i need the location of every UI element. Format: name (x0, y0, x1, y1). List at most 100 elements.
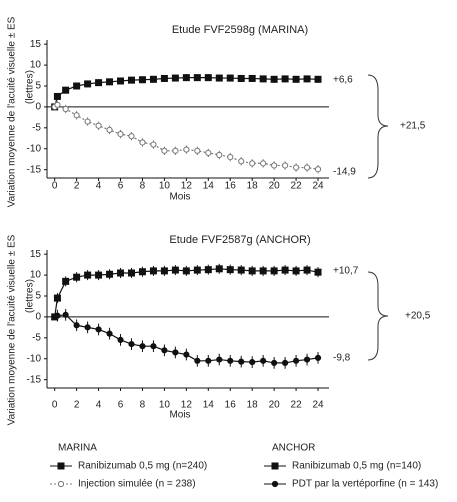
marker (226, 74, 234, 82)
marker (303, 356, 311, 363)
marker (106, 330, 113, 337)
marker (139, 139, 146, 146)
x-tick-label: 8 (140, 181, 146, 192)
marker (84, 80, 92, 88)
marker (303, 266, 311, 274)
y-tick-label: -15 (27, 374, 42, 385)
marker (117, 336, 124, 344)
marker (172, 349, 179, 356)
y-tick-label: 0 (35, 102, 41, 113)
x-tick-label: 20 (269, 181, 281, 192)
marker (84, 271, 92, 279)
marker (138, 268, 146, 276)
y-tick-label: 5 (35, 81, 41, 92)
legend-label: Injection simulée (n = 238) (78, 479, 196, 490)
marker (193, 266, 201, 274)
marker (216, 151, 223, 159)
marker (292, 357, 300, 364)
marker (282, 162, 289, 169)
marker (171, 74, 179, 82)
marker (54, 312, 61, 319)
marker (106, 270, 114, 278)
marker (194, 147, 201, 154)
marker (62, 105, 69, 113)
marker (172, 147, 179, 154)
marker (205, 357, 212, 364)
y-tick-label: 10 (30, 270, 42, 281)
marker (73, 322, 80, 329)
marker (260, 160, 267, 167)
marker (227, 153, 234, 161)
x-tick-label: 12 (181, 181, 193, 192)
marker (150, 141, 157, 148)
series-line (54, 104, 319, 170)
legend-marker (57, 480, 65, 488)
marker (281, 75, 289, 83)
marker (314, 268, 322, 276)
marker (53, 92, 61, 100)
y-tick-label: 5 (35, 291, 41, 302)
marker (259, 75, 267, 83)
x-tick-label: 6 (118, 181, 124, 192)
marker (149, 75, 157, 83)
marker (160, 74, 168, 82)
y-tick-label: -5 (32, 332, 41, 343)
legend-label: Ranibizumab 0,5 mg (n=140) (292, 461, 421, 472)
marker (194, 357, 201, 364)
x-tick-label: 16 (225, 400, 237, 411)
x-tick-label: 20 (269, 400, 281, 411)
marker (303, 164, 311, 171)
marker (84, 118, 91, 125)
marker (260, 357, 267, 364)
legend-title: ANCHOR (272, 443, 315, 454)
series-line (54, 268, 319, 317)
marker (237, 74, 245, 82)
marker (249, 160, 256, 167)
marker (128, 340, 135, 348)
marker (314, 75, 322, 83)
marker (149, 267, 157, 275)
x-tick-label: 18 (247, 181, 259, 192)
marker (138, 76, 146, 84)
annotation: -14,9 (333, 167, 356, 178)
marker (95, 326, 102, 333)
marker (183, 351, 190, 358)
marker (248, 74, 256, 82)
marker (161, 147, 168, 154)
marker (292, 164, 300, 171)
marker (227, 357, 234, 364)
marker (95, 79, 103, 87)
legend-marker (271, 462, 279, 470)
marker (54, 101, 61, 108)
x-tick-label: 0 (52, 181, 58, 192)
y-tick-label: 0 (35, 312, 41, 323)
marker (237, 266, 245, 274)
marker (62, 277, 70, 285)
marker (95, 271, 103, 279)
marker (106, 78, 114, 86)
x-tick-label: 8 (140, 400, 146, 411)
x-tick-label: 14 (203, 181, 215, 192)
annotation: +10,7 (333, 266, 359, 277)
x-axis-label: Mois (169, 410, 190, 421)
marker (281, 266, 289, 274)
annotation: +6,6 (333, 75, 353, 86)
chart-title: Etude FVF2587g (ANCHOR) (169, 234, 310, 246)
x-tick-label: 10 (159, 400, 171, 411)
legend-label: PDT par la vertéporfine (n = 143) (292, 479, 438, 490)
marker (117, 269, 125, 277)
marker (292, 75, 300, 83)
marker (106, 126, 113, 134)
marker (271, 162, 278, 169)
marker (216, 356, 223, 363)
marker (270, 75, 278, 83)
marker (271, 359, 278, 367)
chart-title: Etude FVF2598g (MARINA) (172, 24, 308, 36)
x-tick-label: 0 (52, 400, 58, 411)
marker (73, 112, 80, 119)
annotation: (lettres) (25, 279, 36, 313)
marker (160, 267, 168, 275)
marker (270, 267, 278, 275)
marker (282, 359, 289, 367)
marker (84, 324, 91, 331)
